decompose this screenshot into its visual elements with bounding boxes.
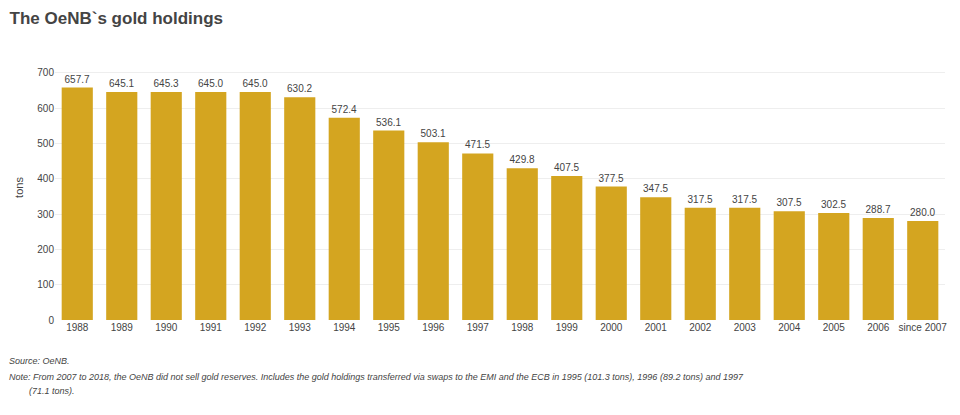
svg-text:536.1: 536.1 [376, 117, 401, 128]
svg-text:The OeNB`s gold holdings: The OeNB`s gold holdings [10, 9, 223, 28]
svg-text:1989: 1989 [111, 322, 134, 333]
svg-text:1992: 1992 [244, 322, 267, 333]
svg-text:288.7: 288.7 [866, 204, 891, 215]
svg-text:2001: 2001 [645, 322, 668, 333]
svg-text:2003: 2003 [734, 322, 757, 333]
svg-text:645.1: 645.1 [109, 78, 134, 89]
svg-text:1991: 1991 [200, 322, 223, 333]
svg-text:tons: tons [13, 177, 25, 198]
svg-text:2006: 2006 [867, 322, 890, 333]
svg-text:700: 700 [37, 67, 54, 78]
svg-text:645.0: 645.0 [198, 78, 223, 89]
svg-text:317.5: 317.5 [732, 194, 757, 205]
svg-text:1995: 1995 [378, 322, 401, 333]
svg-text:600: 600 [37, 103, 54, 114]
svg-text:1994: 1994 [333, 322, 356, 333]
svg-text:2004: 2004 [778, 322, 801, 333]
svg-text:since 2007: since 2007 [899, 322, 948, 333]
svg-text:630.2: 630.2 [287, 83, 312, 94]
svg-text:1997: 1997 [467, 322, 490, 333]
svg-text:2002: 2002 [689, 322, 712, 333]
svg-text:1999: 1999 [556, 322, 579, 333]
svg-text:657.7: 657.7 [65, 74, 90, 85]
svg-text:302.5: 302.5 [821, 199, 846, 210]
svg-text:500: 500 [37, 138, 54, 149]
svg-text:100: 100 [37, 279, 54, 290]
svg-text:Source: OeNB.: Source: OeNB. [9, 356, 70, 366]
svg-text:(71.1 tons).: (71.1 tons). [9, 386, 75, 396]
svg-text:300: 300 [37, 209, 54, 220]
svg-text:429.8: 429.8 [510, 154, 535, 165]
svg-text:503.1: 503.1 [421, 128, 446, 139]
svg-text:645.0: 645.0 [243, 78, 268, 89]
svg-text:2005: 2005 [823, 322, 846, 333]
svg-text:317.5: 317.5 [688, 194, 713, 205]
svg-text:471.5: 471.5 [465, 139, 490, 150]
svg-text:2000: 2000 [600, 322, 623, 333]
svg-text:0: 0 [48, 315, 54, 326]
svg-text:1996: 1996 [422, 322, 445, 333]
svg-text:1993: 1993 [289, 322, 312, 333]
svg-text:Note: From 2007 to 2018, the O: Note: From 2007 to 2018, the OeNB did no… [9, 372, 744, 382]
svg-text:572.4: 572.4 [332, 104, 357, 115]
svg-text:1988: 1988 [66, 322, 89, 333]
svg-text:377.5: 377.5 [599, 173, 624, 184]
svg-text:307.5: 307.5 [777, 197, 802, 208]
svg-text:280.0: 280.0 [910, 207, 935, 218]
svg-text:200: 200 [37, 244, 54, 255]
svg-text:1998: 1998 [511, 322, 534, 333]
svg-text:347.5: 347.5 [643, 183, 668, 194]
svg-text:1990: 1990 [155, 322, 178, 333]
svg-text:645.3: 645.3 [154, 78, 179, 89]
svg-text:407.5: 407.5 [554, 162, 579, 173]
svg-text:400: 400 [37, 173, 54, 184]
